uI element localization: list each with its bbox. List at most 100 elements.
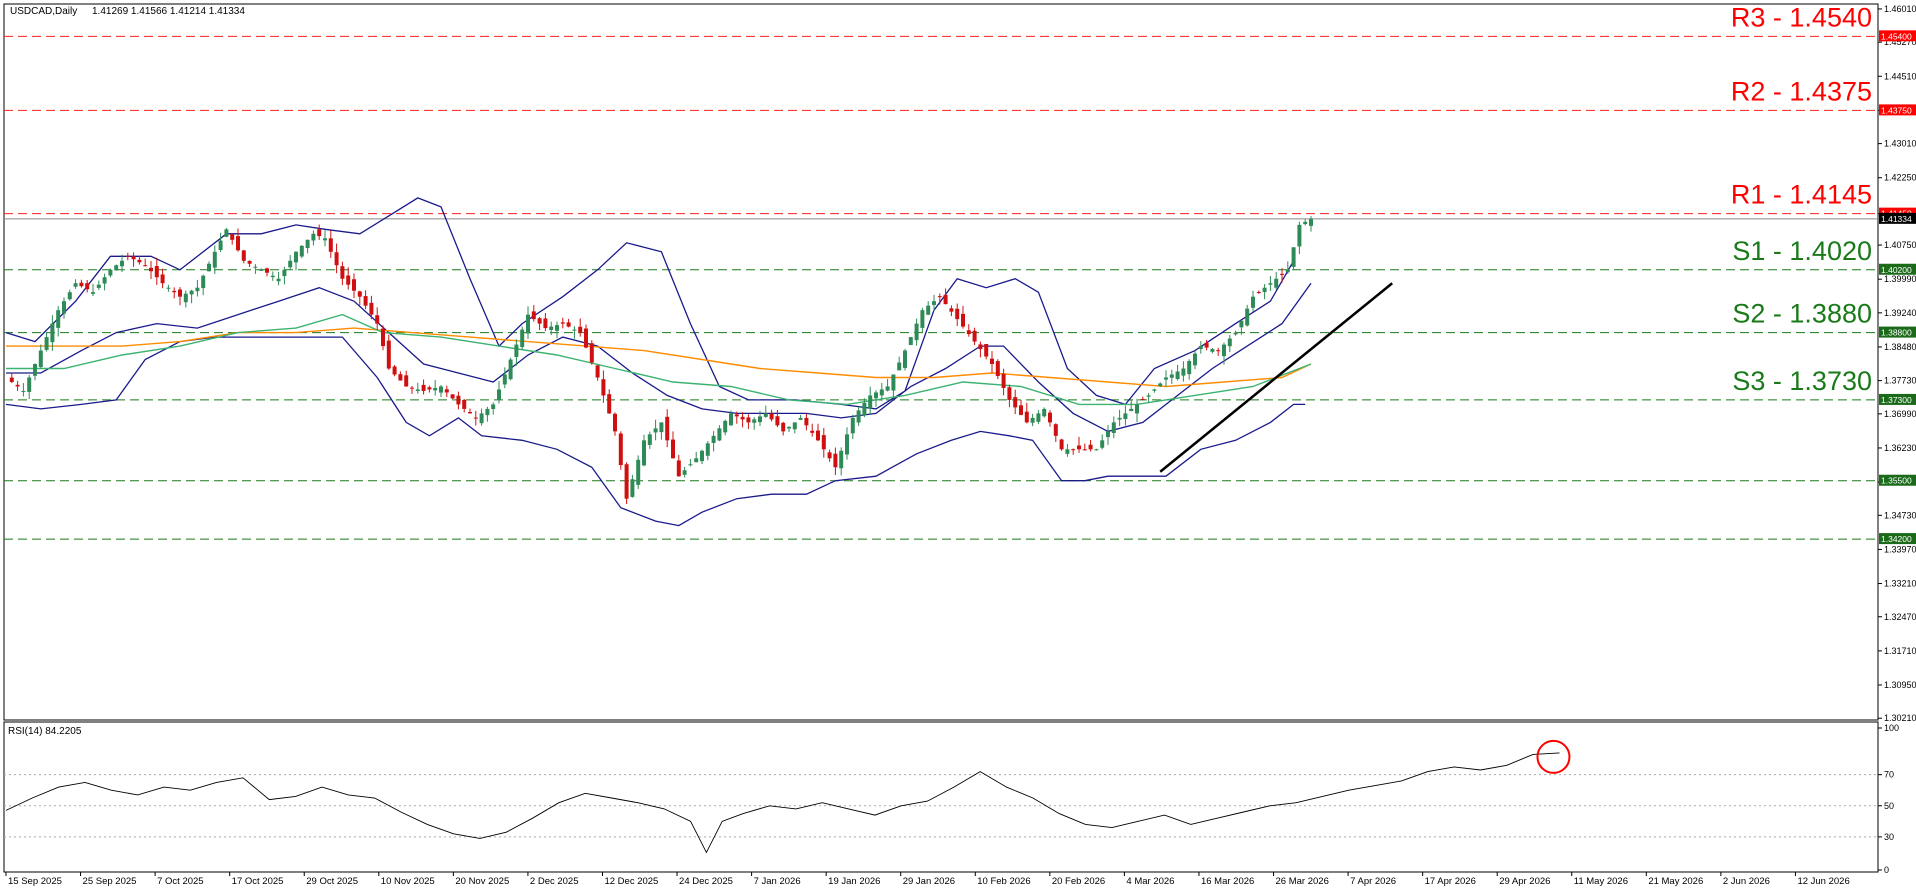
date-tick-label: 12 Dec 2025 [604, 876, 658, 887]
candle-body [566, 322, 571, 327]
price-tick-label: 1.44510 [1884, 71, 1916, 81]
candle-body [502, 374, 507, 385]
level-tag-text-S2: 1.38800 [1881, 328, 1912, 338]
price-tick-label: 1.32470 [1884, 612, 1916, 622]
main-panel-frame [3, 3, 1879, 721]
candle-body [85, 283, 90, 290]
candle-body [56, 310, 61, 328]
candle-body [1094, 449, 1099, 451]
level-tag-text-S3: 1.37300 [1881, 395, 1912, 405]
candle-body [1187, 361, 1192, 375]
candle-body [1048, 412, 1052, 423]
date-tick-label: 21 May 2026 [1648, 876, 1703, 887]
candle-body [1233, 332, 1238, 335]
candles [9, 216, 1313, 504]
candle-body [9, 377, 14, 382]
candle-body [1297, 224, 1302, 247]
candle-body [781, 422, 786, 432]
candle-body [816, 430, 820, 441]
candle-body [775, 416, 780, 426]
candle-body [1268, 283, 1273, 285]
candle-body [1106, 431, 1110, 438]
candle-body [305, 239, 310, 249]
candle-body [166, 287, 171, 289]
candle-body [717, 428, 722, 441]
candle-body [734, 414, 739, 417]
candle-body [845, 434, 849, 455]
candle-body [346, 275, 351, 285]
candle-body [937, 296, 942, 298]
date-tick-label: 17 Oct 2025 [232, 876, 284, 887]
date-tick-label: 2 Jun 2026 [1723, 876, 1770, 887]
candle-body [1245, 308, 1250, 326]
candle-body [114, 265, 119, 271]
candle-body [392, 366, 397, 375]
bollinger-lower [5, 336, 1306, 527]
moving-averages [6, 313, 1312, 406]
candle-body [1164, 377, 1168, 380]
date-tick-label: 7 Oct 2025 [157, 876, 203, 887]
candle-body [247, 260, 252, 264]
candle-body [439, 386, 443, 393]
candle-body [589, 343, 594, 363]
price-tick-label: 1.30210 [1884, 713, 1916, 723]
level-tag-text-R3: 1.45400 [1881, 31, 1912, 41]
candle-body [1181, 368, 1186, 376]
rsi-tick-label: 100 [1884, 723, 1899, 733]
candle-body [427, 387, 432, 390]
price-tick-label: 1.30950 [1884, 680, 1916, 690]
candle-body [949, 308, 954, 312]
candle-body [334, 252, 339, 266]
candle-body [758, 416, 762, 423]
date-tick-label: 26 Mar 2026 [1276, 876, 1329, 887]
candle-body [821, 435, 826, 450]
candle-body [943, 294, 948, 305]
candle-body [1216, 350, 1221, 352]
candle-body [804, 417, 809, 426]
candle-body [618, 433, 623, 466]
candle-body [1013, 397, 1018, 408]
candle-body [33, 364, 37, 376]
price-axis: 1.46010 1.45270 1.44510 1.43750 1.43010 1.422… [1878, 4, 1916, 723]
candle-body [926, 305, 931, 315]
candle-body [798, 417, 803, 420]
candle-body [908, 337, 913, 345]
candle-body [520, 329, 525, 348]
candle-body [984, 344, 989, 357]
candle-body [746, 417, 751, 423]
candle-body [792, 422, 797, 430]
candle-body [328, 238, 333, 252]
date-tick-label: 12 Jun 2026 [1797, 876, 1849, 887]
candle-body [601, 379, 606, 396]
candle-body [1210, 349, 1215, 352]
date-tick-label: 20 Nov 2025 [455, 876, 509, 887]
candle-body [850, 417, 855, 434]
candle-body [236, 236, 240, 251]
candle-body [1262, 287, 1267, 293]
candle-body [172, 290, 177, 293]
candle-body [224, 229, 229, 237]
candle-body [920, 310, 925, 328]
candle-body [218, 240, 223, 250]
candle-body [230, 234, 235, 240]
candle-body [1024, 411, 1029, 423]
candle-body [282, 269, 287, 277]
candle-body [102, 277, 107, 284]
level-label-S2: S2 - 1.3880 [1732, 299, 1872, 329]
price-tick-label: 1.43010 [1884, 139, 1916, 149]
candle-body [178, 289, 182, 297]
candle-body [270, 275, 275, 278]
candle-body [67, 292, 72, 300]
candle-body [1175, 371, 1180, 380]
candle-body [479, 413, 484, 424]
candle-body [868, 395, 873, 409]
candle-body [531, 311, 536, 320]
trendline-group [1159, 282, 1393, 473]
rsi-line [5, 752, 1560, 854]
candle-body [1065, 449, 1070, 454]
candle-body [624, 464, 629, 499]
candle-body [491, 404, 496, 409]
candle-body [468, 412, 472, 414]
candle-body [1222, 344, 1226, 357]
